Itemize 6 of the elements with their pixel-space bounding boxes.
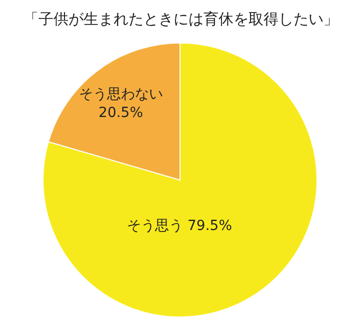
chart-title: 「子供が生まれたときには育休を取得したい」 bbox=[24, 10, 338, 28]
slice-label: そう思う bbox=[127, 218, 184, 234]
data-label: 79.5% bbox=[188, 218, 232, 234]
pie-slice bbox=[42, 42, 318, 318]
data-label: 20.5% bbox=[98, 105, 144, 122]
slice-label: そう思わない bbox=[78, 86, 163, 102]
